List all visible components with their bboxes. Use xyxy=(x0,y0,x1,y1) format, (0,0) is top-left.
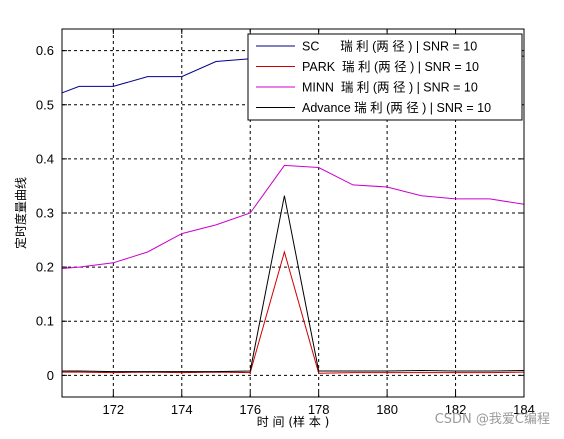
y-tick-label: 0.1 xyxy=(36,314,54,329)
legend-label-1: PARK 瑞 利 (两 径 ) | SNR = 10 xyxy=(302,60,479,74)
x-tick-label: 182 xyxy=(445,402,467,417)
legend-label-0: SC 瑞 利 (两 径 ) | SNR = 10 xyxy=(302,40,477,54)
series-line-1 xyxy=(62,250,524,374)
x-axis-label: 时 间 (样 本 ) xyxy=(257,414,330,429)
x-ticks: 172 174 176 178 180 182 184 xyxy=(102,29,535,417)
series-line-2 xyxy=(62,164,524,269)
y-tick-label: 0.6 xyxy=(36,43,54,58)
y-tick-label: 0.5 xyxy=(36,97,54,112)
x-tick-label: 178 xyxy=(308,402,330,417)
x-tick-label: 172 xyxy=(102,402,124,417)
x-tick-label: 184 xyxy=(513,402,535,417)
y-tick-label: 0.3 xyxy=(36,206,54,221)
watermark: CSDN @我爱C编程 xyxy=(435,412,550,427)
y-axis-label: 定时度量曲线 xyxy=(13,177,28,249)
x-tick-label: 174 xyxy=(171,402,193,417)
y-tick-label: 0.4 xyxy=(36,151,54,166)
y-tick-label: 0.2 xyxy=(36,260,54,275)
legend-label-3: Advance 瑞 利 (两 径 ) | SNR = 10 xyxy=(302,101,491,115)
y-tick-label: 0 xyxy=(47,368,54,383)
x-tick-label: 180 xyxy=(376,402,398,417)
legend-box xyxy=(247,33,523,121)
legend-label-2: MINN 瑞 利 (两 径 ) | SNR = 10 xyxy=(302,81,478,95)
x-tick-label: 176 xyxy=(239,402,261,417)
legend: SC 瑞 利 (两 径 ) | SNR = 10 PARK 瑞 利 (两 径 ) … xyxy=(247,33,523,121)
y-ticks: 0 0.1 0.2 0.3 0.4 0.5 0.6 xyxy=(36,43,524,383)
series-line-3 xyxy=(62,195,524,373)
